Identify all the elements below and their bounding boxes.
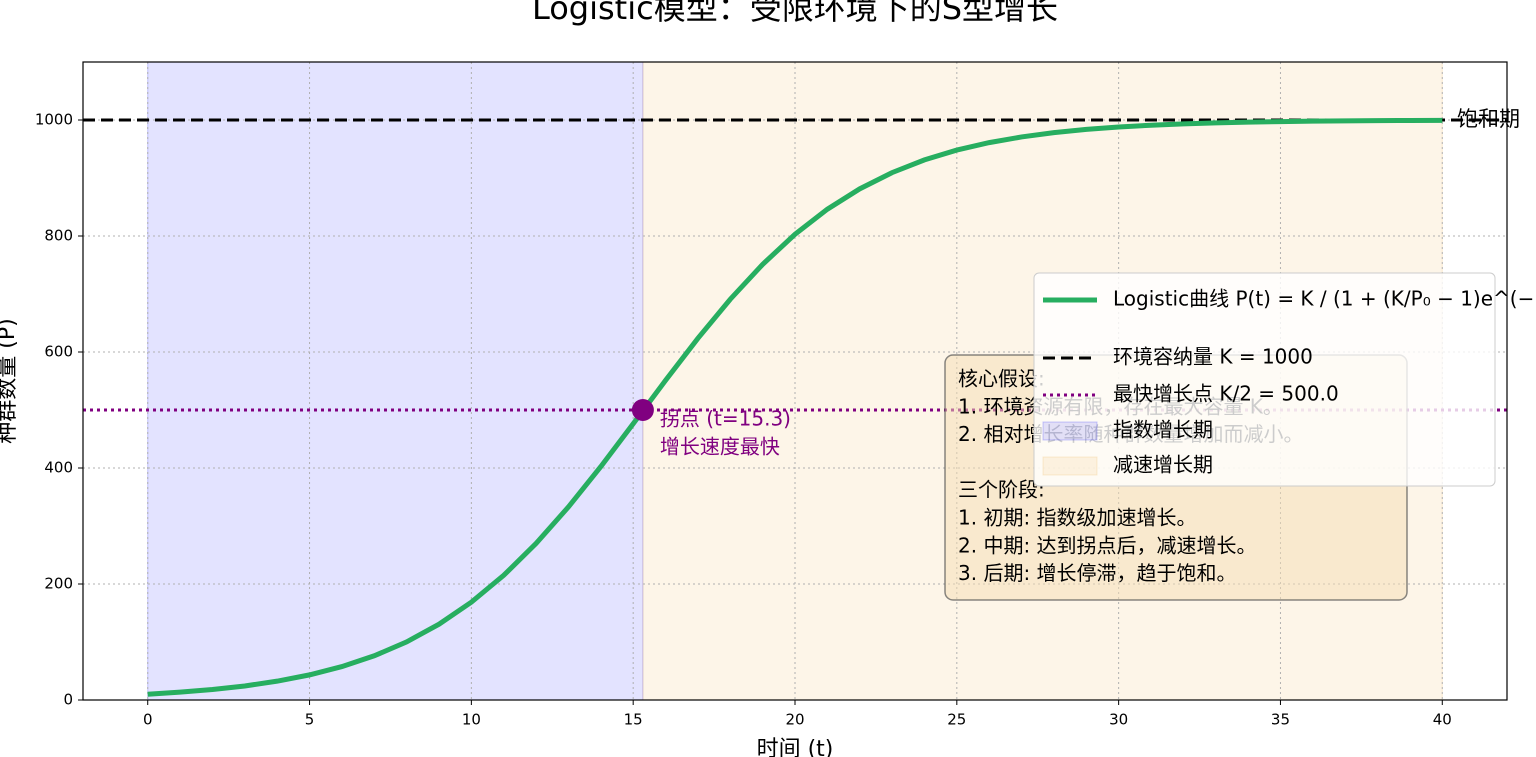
x-tick-label: 40 (1433, 711, 1452, 729)
text-box-line: 3. 后期: 增长停滞，趋于饱和。 (958, 561, 1237, 585)
y-tick-label: 800 (44, 227, 73, 245)
legend-label: 指数增长期 (1113, 418, 1213, 442)
legend-label: 减速增长期 (1113, 453, 1213, 477)
x-tick-label: 35 (1271, 711, 1290, 729)
x-tick-label: 20 (785, 711, 804, 729)
y-tick-label: 1000 (35, 111, 73, 129)
x-tick-label: 15 (624, 711, 643, 729)
inflection-point (631, 399, 654, 421)
legend-label: 最快增长点 K/2 = 500.0 (1113, 382, 1339, 406)
y-tick-label: 600 (44, 343, 73, 361)
logistic-curve (147, 117, 1443, 697)
y-tick-label: 0 (63, 691, 73, 709)
y-tick-label: 400 (44, 459, 73, 477)
legend-handle (1042, 456, 1098, 476)
x-tick-label: 10 (462, 711, 481, 729)
saturation-label: 饱和期 (1457, 107, 1520, 131)
chart-title: Logistic模型：受限环境下的S型增长 (532, 0, 1058, 27)
legend-label: Logistic曲线 P(t) = K / (1 + (K/P₀ − 1)e^(… (1113, 287, 1536, 311)
legend-handle (1042, 421, 1098, 441)
text-box-line: 核心假设: (958, 367, 1045, 391)
x-tick-label: 5 (305, 711, 315, 729)
plot-frame (82, 61, 1508, 701)
legend-label: 环境容纳量 K = 1000 (1113, 345, 1313, 369)
y-tick-label: 200 (44, 575, 73, 593)
phase-span (147, 61, 644, 701)
text-box-line: 三个阶段: (958, 478, 1045, 502)
annotation: 增长速度最快 (660, 435, 780, 459)
annotation: 拐点 (t=15.3) (660, 407, 791, 431)
y-axis-label: 种群数量 (P) (0, 318, 20, 443)
x-tick-label: 0 (143, 711, 153, 729)
x-axis-label: 时间 (t) (757, 737, 834, 757)
text-box-line: 2. 中期: 达到拐点后，减速增长。 (958, 533, 1257, 557)
x-tick-label: 25 (947, 711, 966, 729)
legend-box (1033, 272, 1496, 487)
text-box-line: 1. 初期: 指数级加速增长。 (958, 506, 1197, 530)
x-tick-label: 30 (1109, 711, 1128, 729)
